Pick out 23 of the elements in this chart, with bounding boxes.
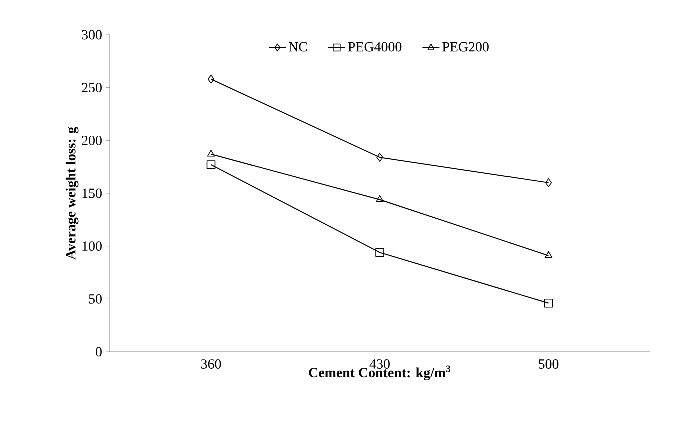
point xyxy=(376,153,384,162)
x-tick-label: 360 xyxy=(201,360,222,369)
point xyxy=(208,74,215,84)
y-axis-title: Average weight loss: g xyxy=(66,127,79,260)
point xyxy=(207,150,216,157)
y-tick-label: 50 xyxy=(89,294,102,304)
point xyxy=(376,195,384,202)
y-tick-label: 0 xyxy=(96,347,102,357)
x-tick-label: 430 xyxy=(370,360,390,369)
point xyxy=(544,299,554,308)
x-tick-label: 500 xyxy=(539,360,559,369)
point xyxy=(545,178,552,188)
y-tick-label: 150 xyxy=(82,188,102,198)
y-tick-label: 100 xyxy=(82,242,102,252)
point xyxy=(376,248,384,258)
legend-label: PEG200 xyxy=(442,42,489,52)
legend-label: NC xyxy=(288,42,308,52)
legend-label: PEG4000 xyxy=(348,42,402,52)
y-tick-label: 300 xyxy=(82,30,102,40)
y-tick-label: 250 xyxy=(82,83,102,93)
y-tick-label: 200 xyxy=(82,136,102,146)
point xyxy=(206,160,216,170)
point xyxy=(544,251,553,258)
